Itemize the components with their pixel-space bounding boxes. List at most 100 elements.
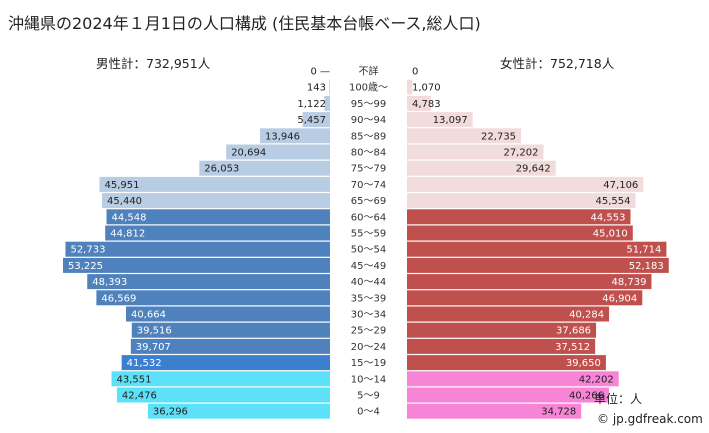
- male-bar: [226, 144, 330, 160]
- male-bar: [147, 403, 330, 419]
- female-value-label: 37,512: [555, 342, 590, 353]
- male-bar: [126, 306, 330, 322]
- female-bar: [407, 387, 609, 403]
- male-bar: [87, 274, 330, 290]
- male-bar: [106, 209, 330, 225]
- male-bar: [105, 225, 330, 241]
- male-value-label: 45,951: [104, 180, 139, 191]
- female-value-label: 29,642: [516, 164, 551, 175]
- male-bar: [102, 193, 331, 209]
- age-group-label: 100歳～: [349, 82, 388, 94]
- age-group-label: 70～74: [351, 180, 386, 191]
- female-value-label: 52,183: [629, 261, 664, 272]
- age-group-label: 35～39: [351, 293, 386, 304]
- female-bar: [407, 79, 413, 95]
- age-group-label: 60～64: [351, 212, 386, 223]
- female-bar: [407, 306, 610, 322]
- female-value-label: 27,202: [503, 148, 538, 159]
- age-group-label: 55～59: [351, 229, 386, 240]
- male-bar: [116, 387, 330, 403]
- female-value-label: 42,202: [579, 374, 614, 385]
- female-bar: [407, 322, 597, 338]
- male-value-label: 40,664: [131, 310, 166, 321]
- age-group-label: 25～29: [351, 326, 386, 337]
- female-value-label: 48,739: [611, 277, 646, 288]
- male-bar: [65, 241, 331, 257]
- male-value-label: 26,053: [204, 164, 239, 175]
- age-group-label: 10～14: [351, 374, 386, 385]
- male-bar: [199, 160, 330, 176]
- female-value-label: 44,553: [590, 212, 625, 223]
- female-value-label: 34,728: [541, 407, 576, 418]
- female-bar: [407, 290, 643, 306]
- female-value-label: 45,554: [596, 196, 631, 207]
- female-bar: [407, 274, 652, 290]
- male-bar: [324, 95, 330, 111]
- male-value-label: 46,569: [101, 293, 136, 304]
- female-bar: [407, 241, 667, 257]
- age-group-label: 90～94: [351, 115, 386, 126]
- age-group-label: 80～84: [351, 148, 386, 159]
- female-value-label: 40,266: [569, 391, 604, 402]
- male-total: 男性計：732,951人: [96, 56, 211, 71]
- female-bar: [407, 209, 631, 225]
- male-bar: [63, 257, 330, 273]
- male-bar: [260, 128, 330, 144]
- female-value-label: 4,783: [412, 99, 441, 110]
- male-bar: [99, 176, 330, 192]
- male-value-label: 53,225: [68, 261, 103, 272]
- female-value-label: 13,097: [433, 115, 468, 126]
- male-value-label: 48,393: [92, 277, 127, 288]
- male-bar: [131, 322, 330, 338]
- male-bar: [302, 112, 330, 128]
- female-value-label: 45,010: [593, 229, 628, 240]
- age-group-label: 50～54: [351, 245, 386, 256]
- chart-title: 沖縄県の2024年１月1日の人口構成 (住民基本台帳ベース,総人口): [8, 14, 481, 33]
- age-group-label: 30～34: [351, 310, 386, 321]
- female-bar: [407, 128, 522, 144]
- male-value-label: 143: [307, 83, 326, 94]
- age-group-label: 不詳: [359, 65, 379, 78]
- male-bar: [121, 355, 330, 371]
- male-value-label: 13,946: [265, 131, 300, 142]
- age-group-label: 5～9: [357, 391, 380, 402]
- age-group-label: 95～99: [351, 99, 386, 110]
- female-bar: [407, 160, 556, 176]
- male-value-label: 5,457: [297, 115, 326, 126]
- male-value-label: 1,122: [297, 99, 326, 110]
- female-bar: [407, 112, 473, 128]
- male-value-label: 43,551: [117, 374, 152, 385]
- female-bar: [407, 176, 644, 192]
- age-group-label: 85～89: [351, 131, 386, 142]
- female-bar: [407, 225, 633, 241]
- male-bar: [96, 290, 330, 306]
- female-value-label: 0: [412, 67, 418, 78]
- female-value-label: 1,070: [412, 83, 441, 94]
- male-value-label: 39,707: [136, 342, 171, 353]
- male-value-label: 44,548: [112, 212, 147, 223]
- male-value-label: 39,516: [137, 326, 172, 337]
- female-value-label: 47,106: [603, 180, 638, 191]
- female-bar: [407, 144, 544, 160]
- copyright: © jp.gdfreak.com: [597, 412, 703, 426]
- male-value-label: 42,476: [122, 391, 157, 402]
- age-group-label: 40～44: [351, 277, 386, 288]
- male-value-label: 52,733: [70, 245, 105, 256]
- female-value-label: 22,735: [481, 131, 516, 142]
- male-bar: [130, 338, 330, 354]
- female-value-label: 51,714: [626, 245, 661, 256]
- unit-label: 単位：人: [594, 392, 643, 406]
- female-bar: [407, 338, 596, 354]
- age-group-label: 65～69: [351, 196, 386, 207]
- female-value-label: 40,284: [569, 310, 604, 321]
- female-bar: [407, 257, 669, 273]
- age-group-label: 15～19: [351, 358, 386, 369]
- male-value-label: 20,694: [231, 148, 266, 159]
- female-bar: [407, 371, 619, 387]
- female-value-label: 39,650: [566, 358, 601, 369]
- female-total: 女性計：752,718人: [500, 56, 615, 71]
- female-bar: [407, 95, 431, 111]
- male-bar: [329, 79, 330, 95]
